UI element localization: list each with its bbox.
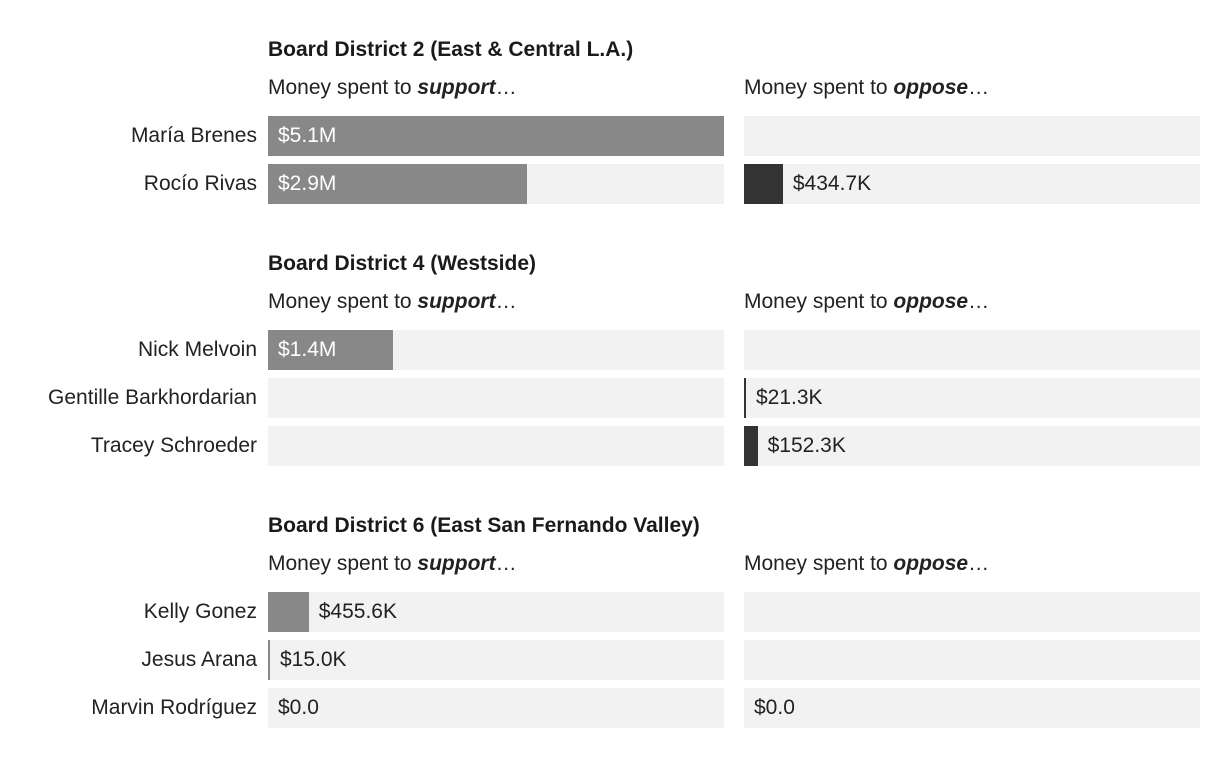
support-bar-track: $15.0K (268, 640, 724, 680)
support-value-label: $1.4M (278, 338, 337, 361)
heading-suffix: … (495, 76, 517, 99)
heading-emphasis: support (417, 290, 496, 313)
heading-prefix: Money spent to (744, 552, 894, 575)
district-title: Board District 4 (Westside) (268, 252, 537, 275)
oppose-bar-track (744, 330, 1200, 370)
support-value-label: $15.0K (280, 648, 347, 671)
support-bar-track (268, 426, 724, 466)
oppose-value-label: $0.0 (754, 696, 795, 719)
support-bar-track: $0.0 (268, 688, 724, 728)
heading-suffix: … (968, 76, 990, 99)
oppose-bar-track: $21.3K (744, 378, 1200, 418)
candidate-name: Kelly Gonez (143, 600, 257, 623)
heading-emphasis: support (417, 552, 496, 575)
support-bar (268, 330, 394, 370)
support-value-label: $2.9M (278, 172, 337, 195)
heading-emphasis: oppose (893, 290, 969, 313)
heading-suffix: … (495, 290, 517, 313)
candidate-name: Jesus Arana (141, 648, 257, 671)
heading-prefix: Money spent to (744, 76, 894, 99)
support-bar (268, 164, 528, 204)
support-bar (268, 640, 270, 680)
oppose-bar-track: $434.7K (744, 164, 1200, 204)
heading-suffix: … (968, 552, 990, 575)
oppose-bar-track (744, 592, 1200, 632)
heading-emphasis: oppose (893, 76, 969, 99)
candidate-name: Tracey Schroeder (90, 434, 257, 457)
support-value-label: $5.1M (278, 124, 337, 147)
support-bar (268, 116, 724, 156)
oppose-bar-track: $0.0 (744, 688, 1200, 728)
heading-suffix: … (495, 552, 517, 575)
candidate-name: Gentille Barkhordarian (48, 386, 257, 409)
support-value-label: $455.6K (318, 600, 397, 623)
oppose-column-heading: Money spent to oppose… (744, 552, 989, 576)
support-column-heading: Money spent to support… (268, 290, 517, 314)
oppose-column-heading: Money spent to oppose… (744, 290, 989, 314)
heading-prefix: Money spent to (268, 552, 418, 575)
oppose-value-label: $21.3K (756, 386, 823, 409)
heading-prefix: Money spent to (744, 290, 894, 313)
support-column-heading: Money spent to support… (268, 76, 517, 100)
heading-prefix: Money spent to (268, 76, 418, 99)
oppose-bar-track (744, 640, 1200, 680)
support-bar-track: $2.9M (268, 164, 724, 204)
support-column-heading: Money spent to support… (268, 552, 517, 576)
district-title: Board District 2 (East & Central L.A.) (268, 38, 634, 61)
candidate-name: Rocío Rivas (143, 172, 257, 195)
heading-prefix: Money spent to (268, 290, 418, 313)
support-value-label: $0.0 (278, 696, 319, 719)
district-title: Board District 6 (East San Fernando Vall… (268, 514, 700, 537)
support-bar-track: $5.1M (268, 116, 724, 156)
support-bar-track: $1.4M (268, 330, 724, 370)
heading-emphasis: oppose (893, 552, 969, 575)
oppose-bar-track (744, 116, 1200, 156)
heading-emphasis: support (417, 76, 496, 99)
heading-suffix: … (968, 290, 990, 313)
oppose-bar-track: $152.3K (744, 426, 1200, 466)
support-bar-track (268, 378, 724, 418)
candidate-name: María Brenes (130, 124, 257, 147)
candidate-name: Nick Melvoin (137, 338, 257, 361)
support-bar (268, 592, 309, 632)
support-bar-track: $455.6K (268, 592, 724, 632)
oppose-value-label: $434.7K (792, 172, 872, 195)
candidate-name: Marvin Rodríguez (91, 696, 257, 719)
oppose-bar (744, 164, 783, 204)
oppose-bar (744, 426, 758, 466)
oppose-value-label: $152.3K (767, 434, 846, 457)
oppose-column-heading: Money spent to oppose… (744, 76, 989, 100)
oppose-bar (744, 378, 746, 418)
